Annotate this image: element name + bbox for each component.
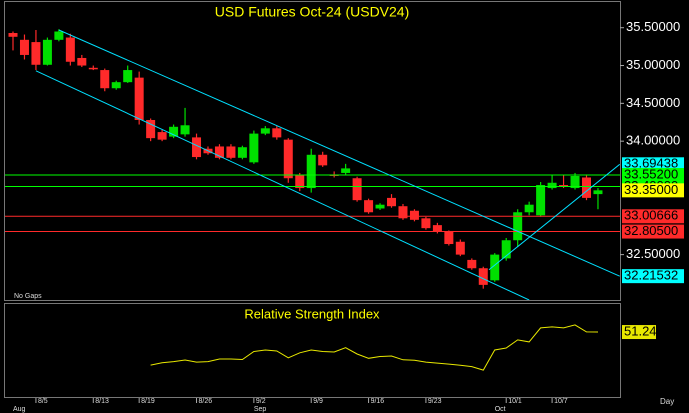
candle-body — [421, 218, 431, 229]
period-label: Day — [660, 397, 674, 406]
candle-body — [180, 125, 190, 135]
candle-body — [77, 57, 87, 66]
level-label-box — [622, 224, 684, 239]
candle-body — [467, 259, 477, 269]
candle-body — [478, 268, 488, 285]
candle-body — [352, 178, 362, 201]
rsi-line — [150, 324, 599, 371]
candle-body — [398, 206, 408, 219]
candle-body — [214, 146, 224, 158]
candle-body — [31, 42, 41, 65]
level-label: 33.00666 — [624, 208, 678, 223]
x-tick-label: 8/26 — [199, 398, 213, 405]
level-label-box — [622, 269, 684, 284]
x-tick-label: 8/5 — [38, 398, 48, 405]
candle-body — [65, 37, 75, 62]
x-tick-label: 10/7 — [554, 398, 568, 405]
candle-body — [134, 77, 144, 120]
candle-body — [547, 182, 557, 189]
candle-body — [42, 39, 52, 65]
level-label-box — [622, 183, 684, 198]
candle-body — [8, 33, 18, 37]
candle-body — [260, 128, 270, 134]
candle-body — [364, 200, 374, 213]
candle-body — [375, 204, 385, 209]
candle-body — [295, 175, 305, 189]
candle-body — [169, 126, 179, 137]
x-tick-label: 10/1 — [508, 398, 522, 405]
candle-body — [409, 210, 419, 220]
plot-area — [8, 29, 603, 289]
indicator-panel — [4, 303, 621, 398]
month-label: Oct — [495, 406, 506, 413]
candle-body — [559, 185, 569, 187]
candle-body — [54, 31, 64, 40]
candle-body — [237, 147, 247, 158]
candle-body — [513, 212, 523, 241]
trend-line — [35, 70, 530, 300]
x-tick-label: 8/19 — [141, 398, 155, 405]
level-label-box — [622, 168, 684, 183]
candle-body — [536, 185, 546, 216]
month-label: Aug — [13, 406, 26, 413]
candle-body — [582, 177, 591, 198]
level-label: 33.55200 — [624, 166, 678, 181]
y-tick-label: 35.00000 — [626, 57, 680, 72]
chart-title: USD Futures Oct-24 (USDV24) — [215, 4, 410, 20]
level-label: 32.80500 — [624, 223, 678, 238]
y-tick-label: 34.00000 — [626, 133, 680, 148]
gap-note: No Gaps — [14, 293, 42, 300]
candle-body — [111, 82, 121, 89]
y-tick-label: 34.50000 — [626, 95, 680, 110]
candle-body — [19, 39, 29, 55]
candle-body — [570, 175, 580, 189]
trend-line — [488, 163, 620, 271]
month-label: Sep — [254, 406, 267, 413]
candle-body — [306, 154, 316, 189]
candle-body — [524, 204, 534, 213]
x-tick-label: 9/23 — [428, 398, 442, 405]
trend-lines — [35, 29, 620, 300]
candle-body — [272, 128, 282, 138]
candle-body — [249, 133, 259, 163]
level-label: 33.69438 — [624, 156, 678, 171]
level-label: 32.21532 — [624, 268, 678, 283]
rsi-label-box — [622, 325, 656, 340]
price-panel — [4, 1, 621, 301]
level-label-box — [622, 209, 684, 224]
x-tick-label: 9/2 — [256, 398, 266, 405]
candle-body — [283, 139, 293, 179]
indicator-title: Relative Strength Index — [244, 306, 380, 321]
x-tick-label: 8/13 — [95, 398, 109, 405]
candle-body — [123, 70, 133, 83]
candle-body — [341, 168, 351, 173]
candle-body — [501, 240, 511, 259]
y-tick-label: 35.50000 — [626, 19, 680, 34]
candle-body — [387, 197, 397, 207]
x-tick-label: 9/16 — [371, 398, 385, 405]
candle-body — [88, 67, 98, 70]
candle-body — [318, 154, 328, 166]
candle-body — [100, 70, 110, 89]
candle-body — [444, 231, 454, 245]
rsi-label: 51.24 — [624, 323, 657, 338]
trend-line — [58, 29, 620, 277]
level-label-box — [622, 157, 684, 172]
level-label: 33.35000 — [624, 182, 678, 197]
candle-body — [593, 190, 603, 195]
candle-body — [432, 225, 442, 232]
candle-body — [226, 146, 236, 158]
y-tick-label: 32.50000 — [626, 246, 680, 261]
candle-body — [490, 254, 500, 281]
x-tick-label: 9/9 — [313, 398, 323, 405]
candle-body — [157, 132, 167, 140]
candle-body — [146, 119, 156, 139]
candle-body — [192, 137, 202, 158]
candle-body — [455, 241, 465, 255]
